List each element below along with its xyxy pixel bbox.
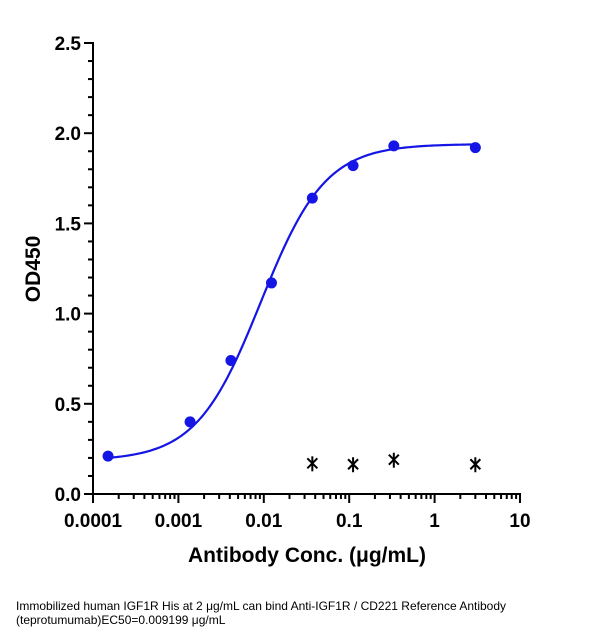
y-tick-label: 0.5 bbox=[55, 395, 82, 416]
control-marker bbox=[469, 457, 482, 473]
control-marker bbox=[388, 452, 400, 468]
data-point bbox=[102, 450, 114, 462]
data-point bbox=[225, 355, 237, 367]
x-tick-label: 0.001 bbox=[155, 511, 203, 532]
data-point bbox=[184, 416, 196, 428]
data-points-layer bbox=[102, 140, 482, 473]
y-tick-label: 2.0 bbox=[55, 124, 81, 145]
data-point bbox=[265, 277, 277, 289]
y-tick-label: 2.5 bbox=[55, 34, 82, 55]
figure-caption: Immobilized human IGF1R His at 2 μg/mL c… bbox=[16, 599, 581, 627]
x-axis-title: Antibody Conc. (μg/mL) bbox=[188, 544, 426, 567]
binding-curve-chart: 0.00.51.01.52.02.50.0001 0.001 0.01 0.1 1 10 … bbox=[22, 34, 531, 567]
x-tick-label: 0.0001 bbox=[64, 511, 123, 532]
caption-line-1: Immobilized human IGF1R His at 2 μg/mL c… bbox=[16, 599, 507, 613]
fit-curve-layer bbox=[107, 143, 476, 459]
y-tick-label: 1.5 bbox=[55, 214, 82, 235]
y-axis-title: OD450 bbox=[22, 236, 45, 303]
control-marker bbox=[347, 457, 359, 473]
x-tick-label: 0.1 bbox=[336, 511, 363, 532]
axes bbox=[84, 42, 521, 503]
x-tick-label: 10 bbox=[509, 511, 530, 532]
data-point bbox=[306, 192, 318, 204]
control-marker bbox=[306, 456, 319, 472]
data-point bbox=[347, 160, 359, 172]
x-tick-label: 1 bbox=[429, 511, 440, 532]
fit-curve-line bbox=[107, 143, 476, 459]
tick-labels-layer: 0.0 0.5 1.0 1.5 2.0 2.5 0.0001 0.001 0.01 0.1 1 10 bbox=[55, 34, 531, 532]
data-point bbox=[469, 142, 481, 154]
y-tick-label: 0.0 bbox=[55, 485, 81, 506]
caption-line-2: (teprotumumab)EC50=0.009199 μg/mL bbox=[16, 613, 226, 627]
x-tick-label: 0.01 bbox=[245, 511, 282, 532]
y-tick-label: 1.0 bbox=[55, 305, 81, 326]
data-point bbox=[388, 140, 400, 152]
